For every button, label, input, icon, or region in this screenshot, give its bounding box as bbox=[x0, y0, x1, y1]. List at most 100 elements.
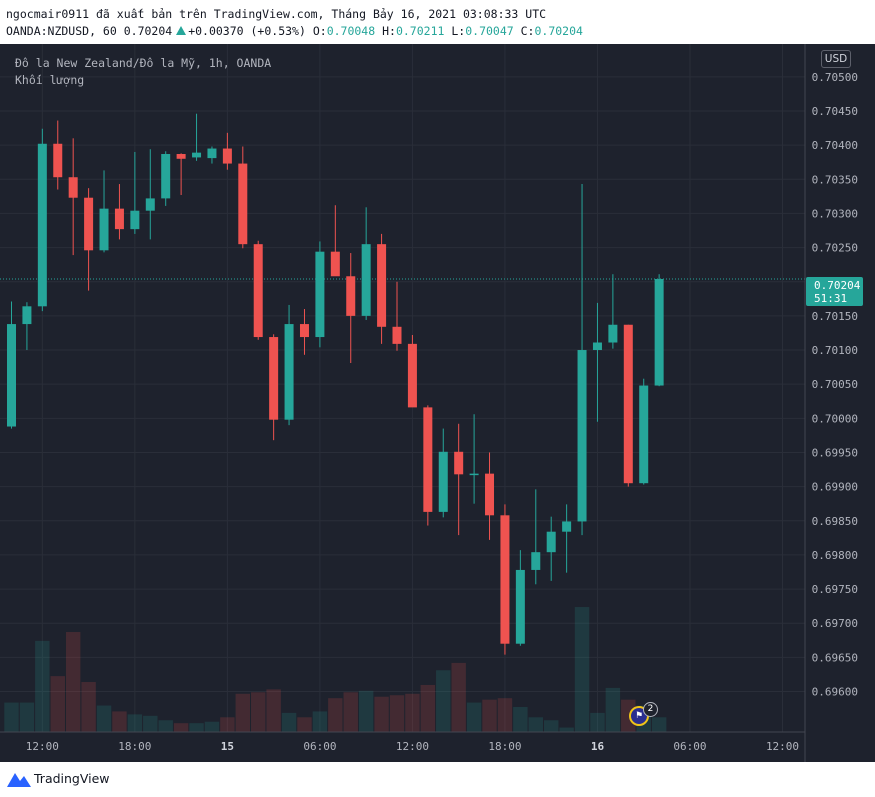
candle-body bbox=[114, 208, 124, 230]
candle-body bbox=[407, 343, 417, 408]
volume-bar bbox=[389, 695, 405, 732]
candle-body bbox=[207, 148, 217, 159]
candle bbox=[377, 233, 387, 344]
candle-body bbox=[577, 350, 587, 522]
candle bbox=[161, 151, 171, 206]
volume-bar bbox=[343, 692, 358, 732]
candle bbox=[222, 132, 232, 170]
candle bbox=[145, 149, 155, 240]
footer: TradingView bbox=[0, 762, 875, 797]
price-tick-label: 0.69850 bbox=[812, 515, 858, 528]
volume-bar bbox=[358, 690, 374, 732]
price-tick-label: 0.70450 bbox=[812, 105, 858, 118]
candle-body bbox=[454, 451, 464, 475]
volume-bar bbox=[235, 693, 251, 732]
candle-body bbox=[469, 473, 479, 476]
volume-bar bbox=[204, 721, 220, 732]
candle bbox=[654, 274, 664, 387]
candle-body bbox=[238, 163, 248, 245]
candle bbox=[330, 205, 340, 277]
volume-bar bbox=[374, 696, 389, 732]
volume-bar bbox=[297, 717, 312, 732]
candle bbox=[130, 151, 140, 234]
volume-bar bbox=[328, 698, 343, 732]
volume-bar bbox=[158, 720, 173, 732]
candle bbox=[485, 452, 495, 540]
last-price-tag: 0.70204 51:31 bbox=[806, 277, 863, 306]
candle-body bbox=[423, 407, 433, 512]
price-tick-label: 0.69750 bbox=[812, 583, 858, 596]
candle bbox=[392, 281, 402, 351]
candle-body bbox=[37, 143, 47, 307]
time-tick-label: 12:00 bbox=[766, 740, 799, 753]
candle-body bbox=[377, 244, 387, 327]
quote-line: OANDA:NZDUSD, 60 0.70204 +0.00370 (+0.53%… bbox=[6, 24, 583, 38]
candle-body bbox=[284, 324, 294, 420]
volume-bar bbox=[543, 720, 559, 732]
up-arrow-icon bbox=[176, 26, 187, 35]
candle bbox=[53, 120, 63, 190]
volume-bar bbox=[19, 702, 35, 732]
chart-header: ngocmair0911 đã xuất bản trên TradingVie… bbox=[0, 0, 875, 44]
time-tick-label: 06:00 bbox=[673, 740, 706, 753]
volume-bar bbox=[4, 702, 19, 732]
candle-body bbox=[269, 337, 279, 420]
ohlc-high-value: 0.70211 bbox=[395, 24, 445, 38]
candle bbox=[562, 504, 572, 573]
candle bbox=[68, 138, 78, 256]
ohlc-low-label: L: bbox=[451, 24, 466, 38]
candle-body bbox=[53, 143, 63, 178]
candle bbox=[37, 128, 47, 312]
ohlc-close-value: 0.70204 bbox=[534, 24, 583, 38]
candle-body bbox=[192, 152, 202, 158]
candle-body bbox=[531, 552, 541, 570]
brand-name[interactable]: TradingView bbox=[34, 771, 110, 786]
chart-area[interactable]: 0.70500 0.70450 0.70400 0.70350 0.70300 0.702… bbox=[0, 44, 875, 762]
price-tick-label: 0.69800 bbox=[812, 549, 858, 562]
candle bbox=[469, 414, 479, 504]
legend-volume[interactable]: Khối lượng bbox=[15, 73, 85, 87]
candle bbox=[592, 302, 602, 422]
price-chart[interactable]: 0.70500 0.70450 0.70400 0.70350 0.70300 0.702… bbox=[0, 44, 875, 762]
volume-bar bbox=[189, 723, 204, 732]
candle bbox=[423, 405, 433, 526]
tradingview-logo-icon[interactable] bbox=[7, 771, 31, 788]
volume-bar bbox=[451, 662, 466, 732]
volume-bar bbox=[436, 670, 451, 732]
time-tick-label: 18:00 bbox=[488, 740, 521, 753]
price-tick-label: 0.69600 bbox=[812, 686, 858, 699]
volume-bar bbox=[251, 692, 266, 732]
time-tick-label: 06:00 bbox=[303, 740, 336, 753]
price-tick-label: 0.70350 bbox=[812, 173, 858, 186]
symbol-interval: OANDA:NZDUSD, 60 bbox=[6, 24, 117, 38]
candle bbox=[284, 304, 294, 426]
price-tick-label: 0.69900 bbox=[812, 481, 858, 494]
candle-body bbox=[330, 251, 340, 277]
candle-body bbox=[253, 244, 263, 338]
volume-bar bbox=[312, 711, 328, 732]
volume-bar bbox=[405, 693, 420, 732]
price-tick-label: 0.70100 bbox=[812, 344, 858, 357]
volume-bar bbox=[143, 715, 158, 732]
currency-button[interactable]: USD bbox=[821, 50, 851, 68]
candle bbox=[438, 428, 448, 518]
price-tick-label: 0.69650 bbox=[812, 651, 858, 664]
candle bbox=[192, 113, 202, 161]
candle-body bbox=[608, 324, 618, 343]
axes: 0.70500 0.70450 0.70400 0.70350 0.70300 0.702… bbox=[0, 44, 858, 762]
candle-body bbox=[654, 278, 664, 386]
ohlc-open-value: 0.70048 bbox=[326, 24, 376, 38]
candle bbox=[515, 550, 525, 646]
price-tick-label: 0.70150 bbox=[812, 310, 858, 323]
volume-bar bbox=[81, 682, 96, 732]
ohlc-open-label: O: bbox=[312, 24, 327, 38]
last-price: 0.70204 bbox=[123, 24, 173, 38]
volume-bar bbox=[50, 676, 65, 732]
volume-bars bbox=[4, 607, 667, 732]
publish-info: ngocmair0911 đã xuất bản trên TradingVie… bbox=[6, 7, 547, 21]
volume-bar bbox=[528, 717, 543, 732]
candle bbox=[269, 334, 279, 441]
volume-bar bbox=[35, 640, 50, 732]
volume-bar bbox=[112, 711, 127, 732]
candle-body bbox=[592, 342, 602, 351]
